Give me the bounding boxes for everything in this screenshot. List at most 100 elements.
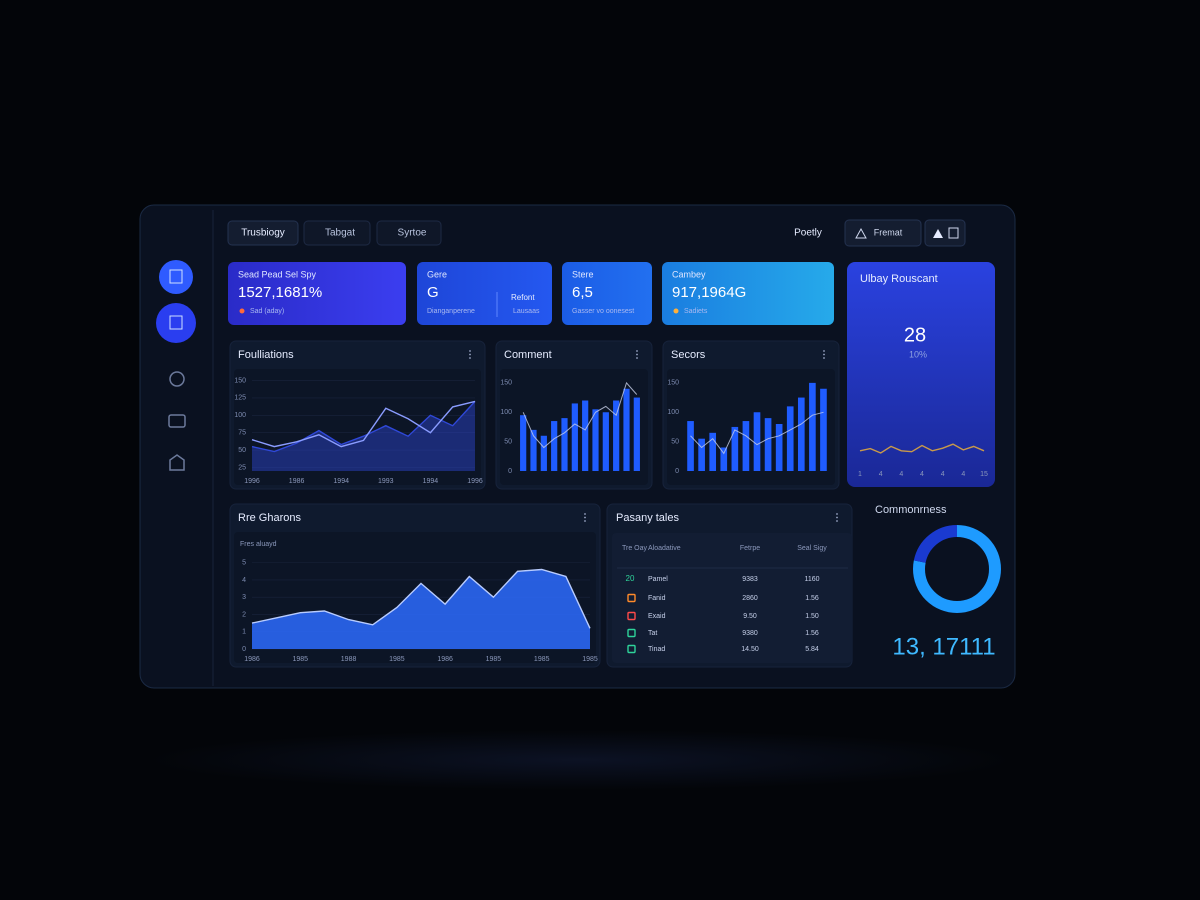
nav-icon[interactable]: [159, 260, 193, 294]
x-tick-label: 1988: [341, 656, 357, 663]
side-card-title: Ulbay Rouscant: [860, 273, 938, 285]
menu-dot: [469, 350, 471, 352]
bar: [561, 418, 568, 471]
bar: [820, 388, 827, 471]
x-tick-label: 4: [941, 471, 945, 478]
y-tick-label: 2: [242, 611, 246, 618]
tab[interactable]: [303, 220, 371, 246]
shadow: [150, 730, 1010, 790]
x-tick-label: 1986: [244, 656, 260, 663]
kpi-value: 1527,1681%: [238, 284, 322, 301]
nav-icon[interactable]: [169, 371, 185, 387]
line: [859, 443, 985, 454]
chart-title: Commonrness: [875, 504, 947, 516]
y-tick-label: 150: [234, 377, 246, 384]
row-icon: [627, 593, 636, 603]
dropdown[interactable]: [844, 219, 922, 247]
nav-icon[interactable]: [168, 414, 186, 428]
nav-icon[interactable]: [156, 303, 196, 343]
table-cell: Tat: [648, 630, 657, 637]
user-name[interactable]: Poetly: [794, 228, 822, 239]
bar: [764, 418, 772, 471]
side-card-value: 28: [904, 324, 926, 346]
kpi-label: Gere: [427, 269, 447, 279]
y-tick-label: 0: [508, 468, 512, 475]
x-tick-label: 1986: [289, 478, 305, 485]
line: [251, 400, 476, 453]
table-cell: 1.50: [805, 613, 819, 620]
side-card-change: 10%: [909, 349, 927, 359]
chart-subtitle: Fres aluayd: [240, 541, 277, 548]
dropdown-label[interactable]: Fremat: [874, 227, 903, 237]
kpi-card: [562, 262, 652, 325]
table-cell: Fanid: [648, 595, 666, 602]
kpi-card: [662, 262, 834, 325]
kpi-value: 6,5: [572, 284, 593, 301]
menu-dot: [584, 516, 586, 519]
menu-dot: [836, 516, 838, 519]
bar: [753, 412, 761, 471]
x-tick-label: 1985: [534, 656, 550, 663]
icon-button[interactable]: [924, 219, 966, 247]
bar: [520, 415, 527, 471]
bar: [698, 438, 705, 471]
x-tick-label: 1985: [389, 656, 405, 663]
kpi-label: Sead Pead Sel Spy: [238, 269, 317, 279]
row-icon: [627, 611, 636, 621]
dropdown-icon: [855, 227, 867, 239]
line: [690, 411, 824, 455]
menu-dot: [636, 357, 638, 359]
y-tick-label: 5: [242, 559, 246, 566]
y-tick-label: 100: [500, 409, 512, 416]
bar: [530, 429, 537, 471]
table-cell: 9383: [742, 576, 758, 583]
x-tick-label: 1985: [292, 656, 308, 663]
table-cell: 14.50: [741, 646, 759, 653]
table-cell: 1160: [804, 576, 819, 583]
kpi-note: Sadiets: [684, 308, 708, 315]
table-cell: 1.56: [805, 630, 819, 637]
y-tick-label: 100: [234, 412, 246, 419]
menu-dot: [584, 520, 586, 522]
tab-label[interactable]: Syrtoe: [398, 228, 427, 239]
bar: [602, 412, 609, 471]
bar: [623, 388, 630, 471]
menu-dot: [636, 353, 638, 356]
x-tick-label: 4: [961, 471, 965, 478]
x-tick-label: 1993: [378, 478, 394, 485]
tab[interactable]: [227, 220, 299, 246]
x-tick-label: 1: [858, 471, 862, 478]
table-header: Seal Sigy: [797, 545, 827, 552]
bar: [633, 397, 640, 471]
chart-title: Foulliations: [238, 349, 294, 361]
tab[interactable]: [376, 220, 442, 246]
table-cell: 2860: [742, 595, 758, 602]
bar: [613, 400, 620, 471]
kpi-value: 917,1964G: [672, 284, 746, 301]
kpi-card: [228, 262, 406, 325]
x-tick-label: 4: [879, 471, 883, 478]
tab-label[interactable]: Trusbiogy: [241, 228, 285, 239]
x-tick-label: 1985: [582, 656, 598, 663]
nav-glyph: [169, 315, 183, 330]
menu-dot: [836, 513, 838, 515]
menu-dot: [823, 350, 825, 352]
nav-icon[interactable]: [169, 454, 185, 471]
area: [252, 569, 590, 649]
tab-label[interactable]: Tabgat: [325, 228, 355, 239]
kpi-note: Sad (aday): [250, 308, 284, 315]
y-tick-label: 25: [238, 464, 246, 471]
bar: [720, 447, 728, 471]
icon-glyph: [933, 229, 943, 238]
kpi-extra-note: Lausaas: [513, 308, 540, 315]
x-tick-label: 1996: [467, 478, 483, 485]
bar: [592, 409, 599, 471]
menu-dot: [636, 350, 638, 352]
y-tick-label: 3: [242, 594, 246, 601]
chart-title: Rre Gharons: [238, 512, 301, 524]
row-icon: [627, 628, 636, 638]
line: [522, 381, 638, 449]
bar: [797, 397, 805, 471]
kpi-note: Dianganperene: [427, 308, 475, 315]
